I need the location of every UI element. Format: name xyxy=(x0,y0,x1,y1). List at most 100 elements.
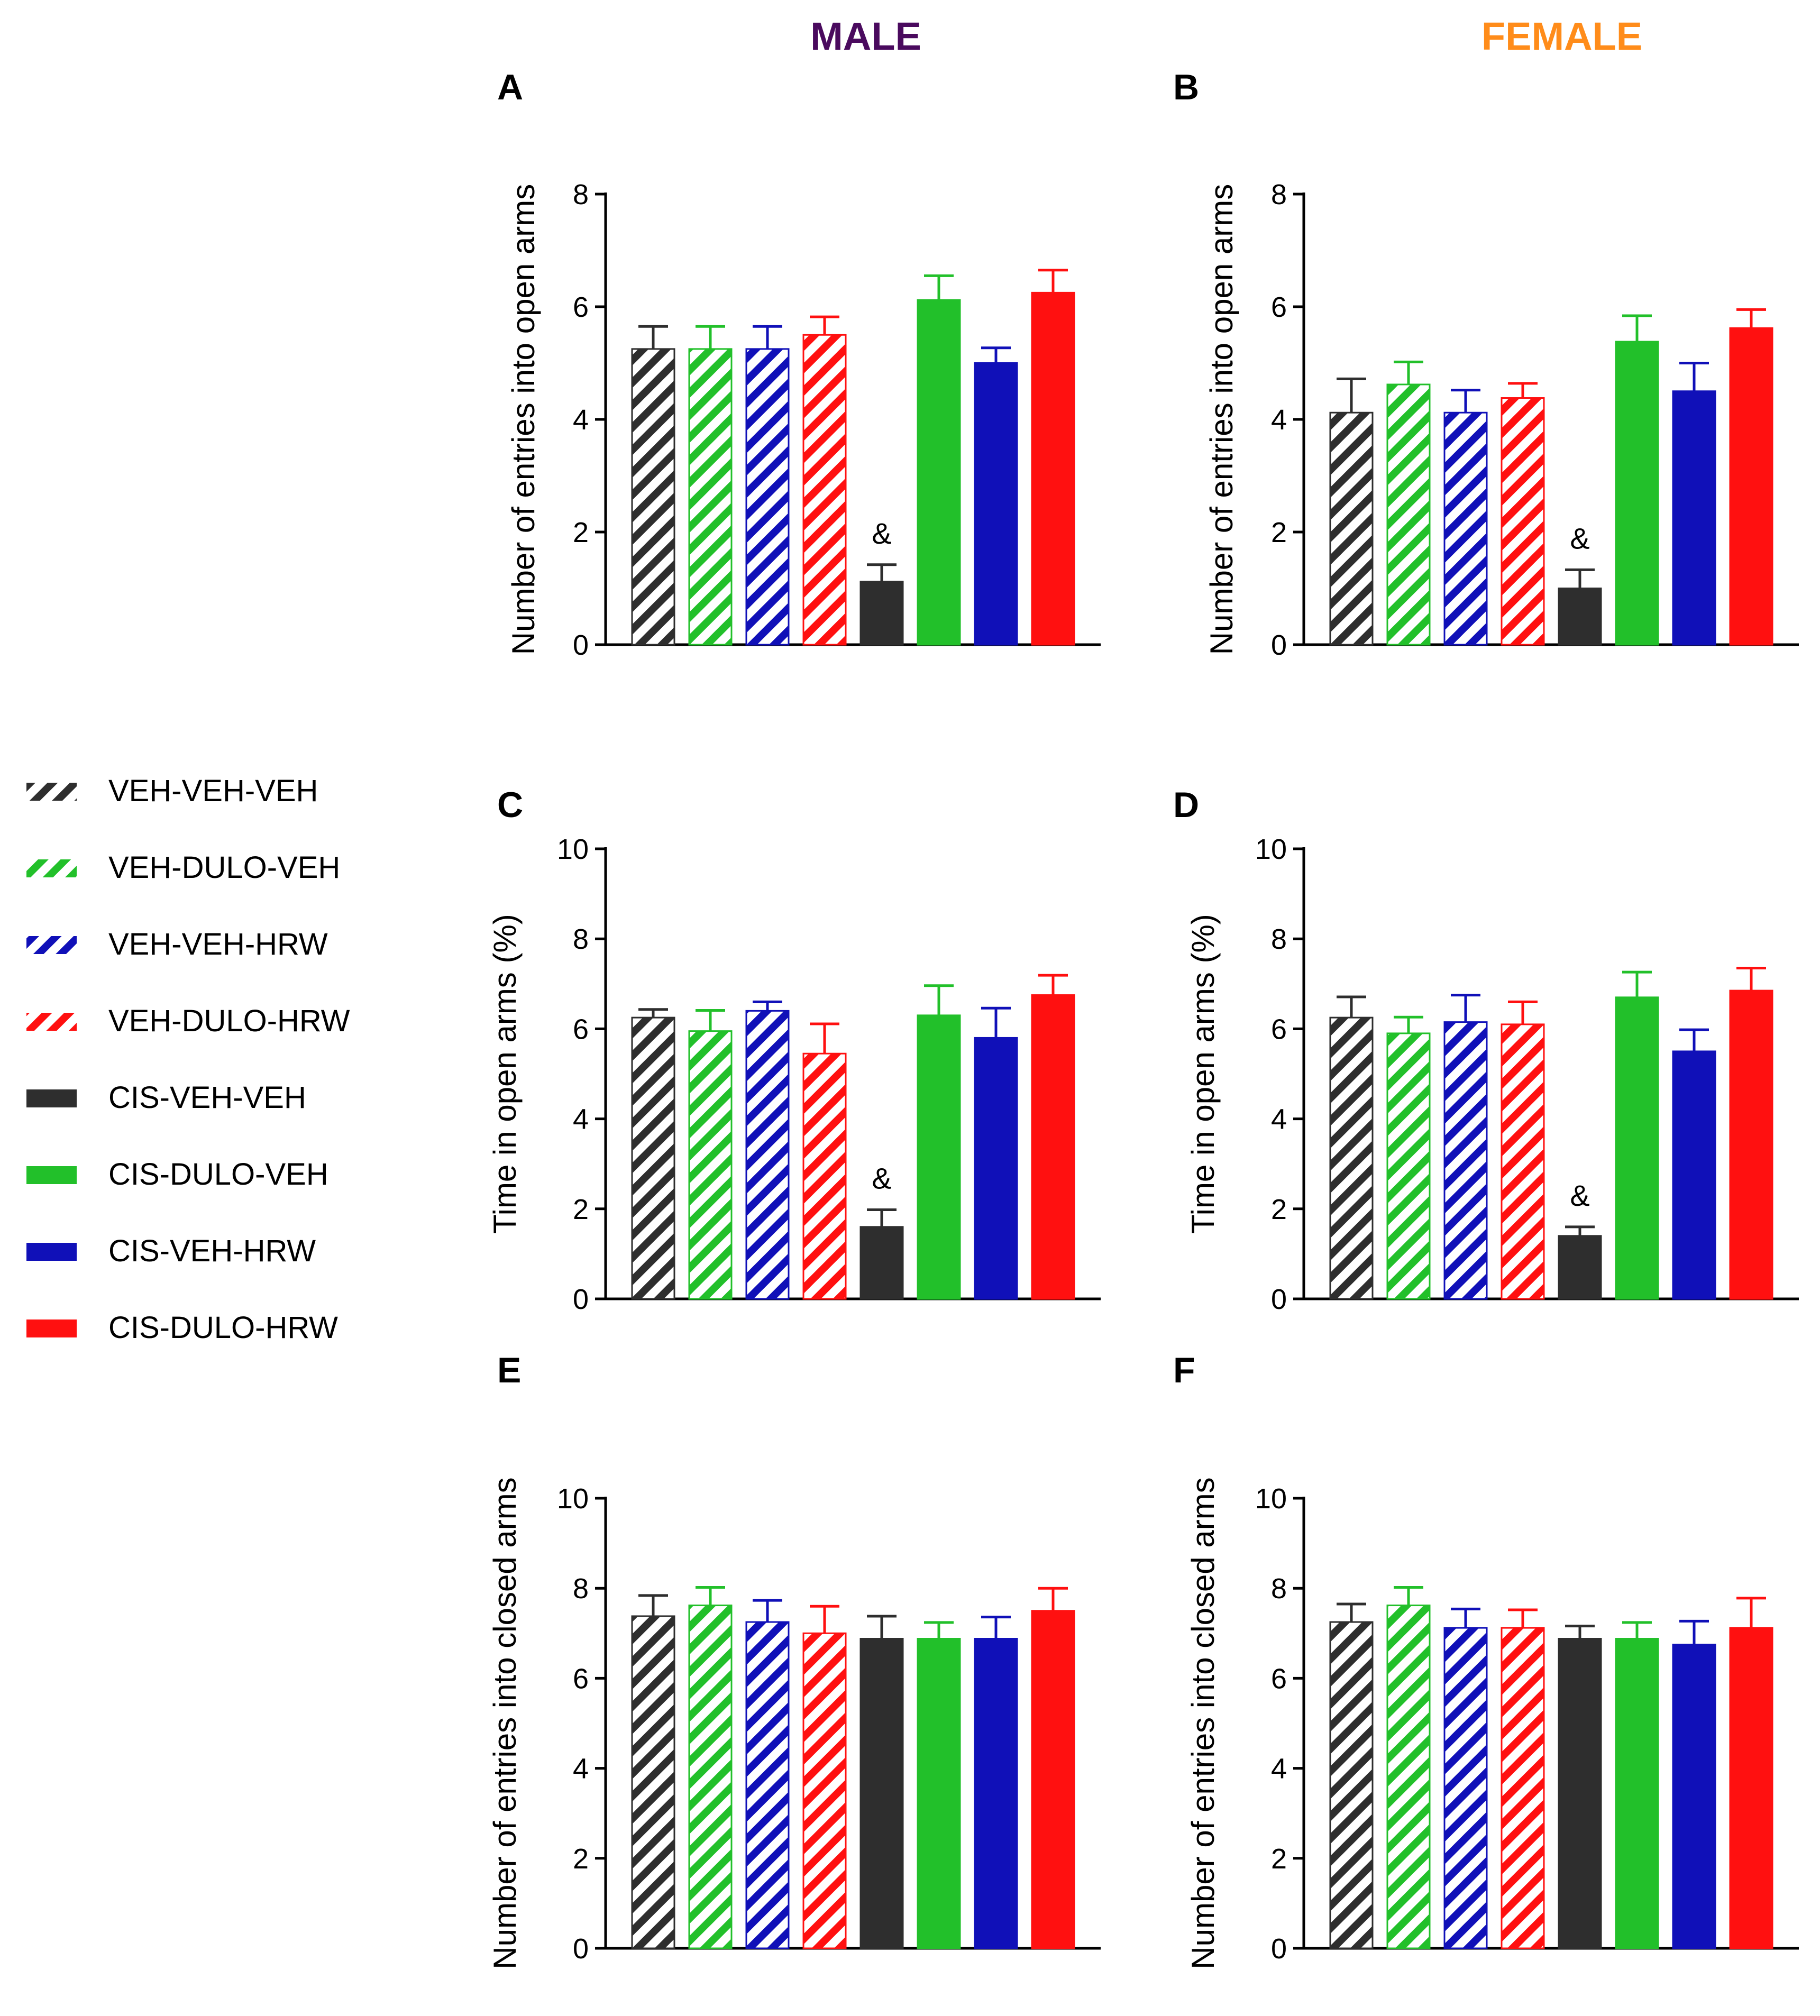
y-axis-label: Number of entries into closed arms xyxy=(1185,1477,1221,1969)
y-axis-label: Number of entries into closed arms xyxy=(487,1477,523,1969)
bar-cis-dulo-veh xyxy=(1615,1638,1659,1949)
legend-swatch-cis-dulo-hrw xyxy=(26,1319,77,1337)
bar-veh-veh-hrw xyxy=(745,1010,790,1300)
panel-letter-a: A xyxy=(497,67,523,107)
bar-veh-veh-veh xyxy=(631,1016,675,1300)
bar-cis-dulo-hrw xyxy=(1729,327,1773,646)
y-tick-label: 0 xyxy=(573,629,589,661)
y-axis-label: Number of entries into open arms xyxy=(506,184,541,655)
bar-cis-dulo-hrw xyxy=(1031,1610,1075,1949)
bar-cis-dulo-veh xyxy=(1615,996,1659,1300)
column-title-male: MALE xyxy=(810,14,921,58)
legend-swatch-veh-veh-hrw xyxy=(26,936,77,954)
bar-cis-dulo-hrw xyxy=(1031,994,1075,1300)
column-title-female: FEMALE xyxy=(1481,14,1642,58)
bar-cis-veh-veh xyxy=(1558,1235,1602,1300)
y-tick-label: 2 xyxy=(573,517,589,548)
y-tick-label: 6 xyxy=(1271,1013,1287,1045)
y-tick-label: 2 xyxy=(573,1843,589,1875)
legend-swatch-veh-dulo-veh xyxy=(26,859,77,877)
bar-cis-veh-veh xyxy=(859,581,904,646)
y-tick-label: 4 xyxy=(573,1753,589,1785)
bar-cis-dulo-veh xyxy=(917,1014,961,1300)
y-tick-label: 8 xyxy=(573,923,589,955)
significance-marker: & xyxy=(872,1162,891,1195)
legend-swatch-veh-dulo-hrw xyxy=(26,1013,77,1031)
y-tick-label: 2 xyxy=(1271,1194,1287,1225)
y-tick-label: 10 xyxy=(1255,1483,1287,1515)
bar-veh-veh-hrw xyxy=(1443,1627,1488,1949)
legend-swatch-cis-dulo-veh xyxy=(26,1166,77,1184)
panel-letter-d: D xyxy=(1173,785,1199,825)
bar-cis-dulo-veh xyxy=(917,299,961,646)
legend-swatch-cis-veh-veh xyxy=(26,1089,77,1107)
bar-veh-veh-veh xyxy=(631,1615,675,1949)
y-tick-label: 0 xyxy=(1271,1933,1287,1965)
legend: VEH-VEH-VEH VEH-DULO-VEH VEH-VEH-HRW VEH-DU… xyxy=(26,774,350,1345)
y-axis-label: Time in open arms (%) xyxy=(1185,914,1221,1234)
bar-cis-dulo-veh xyxy=(1615,341,1659,646)
bar-cis-veh-hrw xyxy=(974,362,1018,646)
y-tick-label: 10 xyxy=(557,833,589,865)
bar-veh-veh-hrw xyxy=(745,348,790,646)
legend-label-cis-veh-veh: CIS-VEH-VEH xyxy=(108,1080,306,1115)
panel-e: E 0 2 4 6 8 10 Number of entries into closed ar… xyxy=(487,1350,1101,1969)
significance-marker: & xyxy=(1570,521,1589,555)
bar-cis-veh-veh xyxy=(859,1638,904,1949)
legend-label-veh-dulo-hrw: VEH-DULO-HRW xyxy=(108,1004,350,1038)
bar-veh-veh-veh xyxy=(1329,411,1374,646)
y-tick-label: 0 xyxy=(1271,629,1287,661)
bar-veh-veh-veh xyxy=(1329,1621,1374,1949)
panel-letter-f: F xyxy=(1173,1350,1195,1390)
y-tick-label: 8 xyxy=(1271,923,1287,955)
y-tick-label: 8 xyxy=(1271,179,1287,210)
bar-veh-dulo-hrw xyxy=(1501,1023,1545,1300)
panel-c: C 0 2 4 6 8 10 Time in open arms (%) & xyxy=(487,785,1101,1315)
bar-veh-dulo-hrw xyxy=(802,334,847,646)
y-axis-label: Number of entries into open arms xyxy=(1204,184,1239,655)
y-tick-label: 10 xyxy=(557,1483,589,1515)
bar-cis-dulo-veh xyxy=(917,1638,961,1949)
y-tick-label: 6 xyxy=(1271,1663,1287,1694)
y-tick-label: 0 xyxy=(1271,1284,1287,1315)
y-axis-label: Time in open arms (%) xyxy=(487,914,523,1234)
legend-label-veh-dulo-veh: VEH-DULO-VEH xyxy=(108,850,340,885)
panel-letter-c: C xyxy=(497,785,523,825)
bar-cis-veh-hrw xyxy=(1672,1644,1716,1949)
panel-d: D 0 2 4 6 8 10 Time in open arms (%) & xyxy=(1173,785,1799,1315)
y-tick-label: 4 xyxy=(573,404,589,436)
y-tick-label: 6 xyxy=(573,1663,589,1694)
bar-cis-dulo-hrw xyxy=(1031,291,1075,646)
y-tick-label: 10 xyxy=(1255,833,1287,865)
bar-cis-veh-hrw xyxy=(1672,390,1716,646)
panel-a: A 0 2 4 6 8 Number of entries into open arms & xyxy=(497,67,1101,661)
bar-veh-veh-veh xyxy=(1329,1016,1374,1300)
legend-swatch-cis-veh-hrw xyxy=(26,1243,77,1261)
legend-label-cis-dulo-hrw: CIS-DULO-HRW xyxy=(108,1311,338,1345)
bar-veh-dulo-veh xyxy=(688,1605,733,1949)
y-tick-label: 8 xyxy=(573,179,589,210)
significance-marker: & xyxy=(872,517,891,550)
y-tick-label: 4 xyxy=(1271,1753,1287,1785)
bar-veh-veh-hrw xyxy=(1443,1021,1488,1300)
bar-veh-dulo-veh xyxy=(1386,1032,1431,1300)
y-tick-label: 2 xyxy=(573,1194,589,1225)
legend-label-veh-veh-veh: VEH-VEH-VEH xyxy=(108,774,318,808)
legend-label-cis-veh-hrw: CIS-VEH-HRW xyxy=(108,1234,316,1268)
y-tick-label: 6 xyxy=(573,291,589,323)
y-tick-label: 6 xyxy=(1271,291,1287,323)
bar-cis-dulo-hrw xyxy=(1729,989,1773,1300)
y-tick-label: 4 xyxy=(1271,1104,1287,1135)
y-tick-label: 2 xyxy=(1271,1843,1287,1875)
bar-veh-dulo-hrw xyxy=(802,1632,847,1949)
legend-label-veh-veh-hrw: VEH-VEH-HRW xyxy=(108,927,328,961)
y-tick-label: 8 xyxy=(1271,1573,1287,1605)
significance-marker: & xyxy=(1570,1179,1589,1212)
bar-veh-dulo-hrw xyxy=(1501,1627,1545,1949)
bar-cis-veh-veh xyxy=(1558,1638,1602,1949)
bar-veh-dulo-hrw xyxy=(1501,397,1545,646)
y-tick-label: 2 xyxy=(1271,517,1287,548)
bar-veh-dulo-veh xyxy=(688,1030,733,1300)
